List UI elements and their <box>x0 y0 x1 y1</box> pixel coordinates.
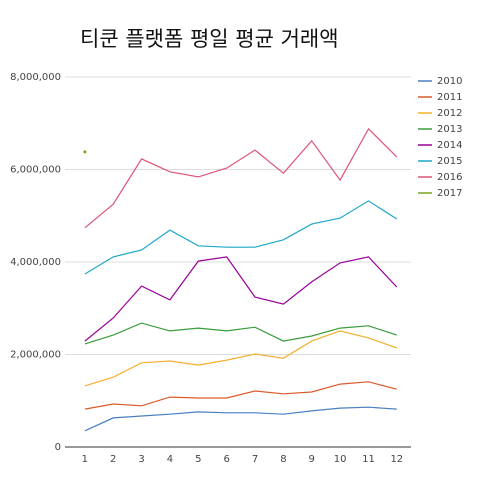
legend-label: 2017 <box>437 188 462 199</box>
legend-label: 2013 <box>437 124 462 135</box>
series-line <box>84 256 398 342</box>
chart-title: 티쿤 플랫폼 평일 평균 거래액 <box>80 27 339 51</box>
series-line <box>84 406 397 432</box>
x-tick-label: 12 <box>390 454 403 465</box>
line-point <box>83 150 87 154</box>
x-tick-label: 7 <box>252 454 258 465</box>
series-line <box>84 322 397 345</box>
series-line <box>84 200 398 275</box>
x-tick-label: 5 <box>195 454 201 465</box>
x-tick-label: 3 <box>138 454 144 465</box>
series-line <box>84 127 398 229</box>
x-tick-label: 4 <box>167 454 173 465</box>
legend-label: 2011 <box>437 92 462 103</box>
x-tick-label: 8 <box>280 454 286 465</box>
x-tick-label: 2 <box>110 454 116 465</box>
y-tick-label: 4,000,000 <box>10 257 61 268</box>
legend-label: 2014 <box>437 140 462 151</box>
legend-label: 2015 <box>437 156 462 167</box>
y-tick-label: 0 <box>55 442 61 453</box>
x-tick-label: 9 <box>309 454 315 465</box>
legend-label: 2012 <box>437 108 462 119</box>
x-tick-label: 10 <box>334 454 347 465</box>
x-tick-label: 6 <box>223 454 229 465</box>
legend-label: 2010 <box>437 76 462 87</box>
legend-label: 2016 <box>437 172 462 183</box>
y-tick-label: 8,000,000 <box>10 72 61 83</box>
x-tick-label: 1 <box>82 454 88 465</box>
y-tick-label: 2,000,000 <box>10 350 61 361</box>
x-tick-label: 11 <box>362 454 375 465</box>
series-line <box>84 330 398 387</box>
series-line <box>84 381 397 410</box>
y-tick-label: 6,000,000 <box>10 165 61 176</box>
